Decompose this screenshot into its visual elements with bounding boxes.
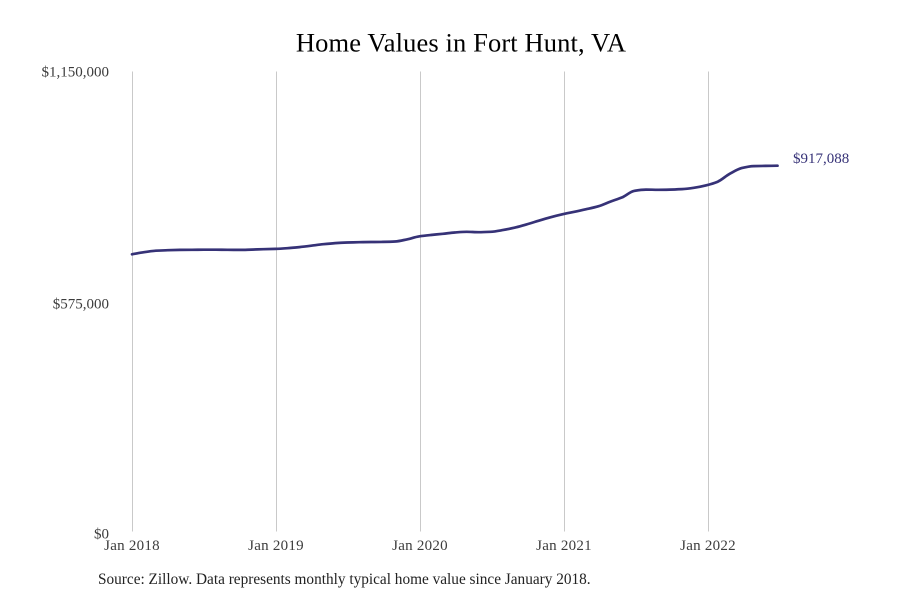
- svg-text:Jan 2022: Jan 2022: [680, 538, 736, 554]
- svg-text:Home Values in Fort Hunt, VA: Home Values in Fort Hunt, VA: [296, 28, 626, 58]
- svg-text:$1,150,000: $1,150,000: [42, 65, 110, 81]
- svg-text:$0: $0: [94, 527, 109, 543]
- svg-text:$575,000: $575,000: [53, 297, 109, 313]
- svg-text:Jan 2018: Jan 2018: [104, 538, 160, 554]
- svg-text:Jan 2021: Jan 2021: [536, 538, 592, 554]
- svg-text:Jan 2020: Jan 2020: [392, 538, 448, 554]
- svg-text:$917,088: $917,088: [793, 151, 849, 167]
- svg-text:Jan 2019: Jan 2019: [248, 538, 304, 554]
- svg-text:Source: Zillow. Data represent: Source: Zillow. Data represents monthly …: [98, 571, 591, 588]
